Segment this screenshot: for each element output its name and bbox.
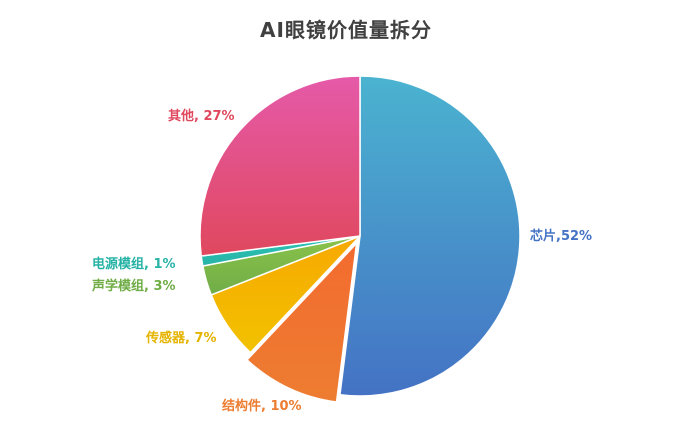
pie-slice-1 [339,75,521,397]
slice-label-2: 结构件, 10% [222,398,302,414]
slice-label-4: 声学模组, 3% [91,278,176,294]
pie-slice-6 [199,75,361,257]
slice-label-1: 芯片,52% [530,228,592,244]
slice-label-3: 传感器, 7% [145,330,217,346]
chart-title: AI眼镜价值量拆分 [260,18,432,42]
slice-label-6: 其他, 27% [168,108,235,124]
slice-label-5: 电源模组, 1% [92,256,176,272]
pie-slice-2 [246,241,358,403]
